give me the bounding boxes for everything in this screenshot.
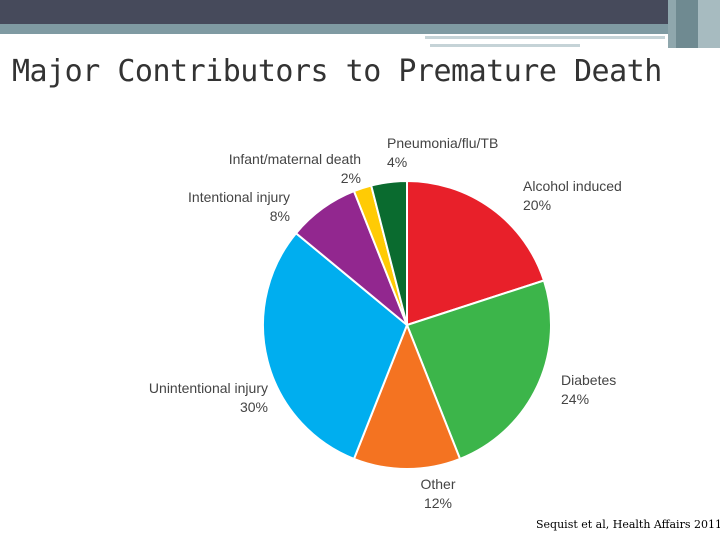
pie-slice-other — [352, 322, 462, 470]
slice-label: Infant/maternal death — [229, 151, 361, 167]
slice-label: Unintentional injury — [149, 380, 268, 396]
slice-percent-label: 20% — [523, 197, 551, 213]
slice-label: Other — [420, 476, 455, 492]
slide-title: Major Contributors to Premature Death — [12, 54, 662, 89]
slice-percent-label: 4% — [387, 154, 407, 170]
slice-percent-label: 12% — [424, 495, 452, 511]
slide-top-bar — [0, 0, 720, 24]
slice-label: Diabetes — [561, 372, 616, 388]
slice-label: Alcohol induced — [523, 178, 622, 194]
slice-percent-label: 2% — [341, 170, 361, 186]
slice-percent-label: 8% — [270, 208, 290, 224]
slice-percent-label: 24% — [561, 391, 589, 407]
decorative-rule — [430, 44, 580, 47]
pie-slice-alcohol-induced — [406, 179, 546, 327]
source-citation: Sequist et al, Health Affairs 2011 — [536, 518, 720, 531]
slide-corner-decoration — [668, 0, 720, 48]
pie-slice-unintentional-injury — [262, 231, 409, 461]
slice-percent-label: 30% — [240, 399, 268, 415]
pie-slice-pneumonia-flu-tb — [369, 179, 408, 326]
slice-label: Pneumonia/flu/TB — [387, 135, 498, 151]
decorative-rule — [425, 36, 665, 39]
slice-label: Intentional injury — [188, 189, 290, 205]
slide-accent-bar — [0, 24, 720, 34]
